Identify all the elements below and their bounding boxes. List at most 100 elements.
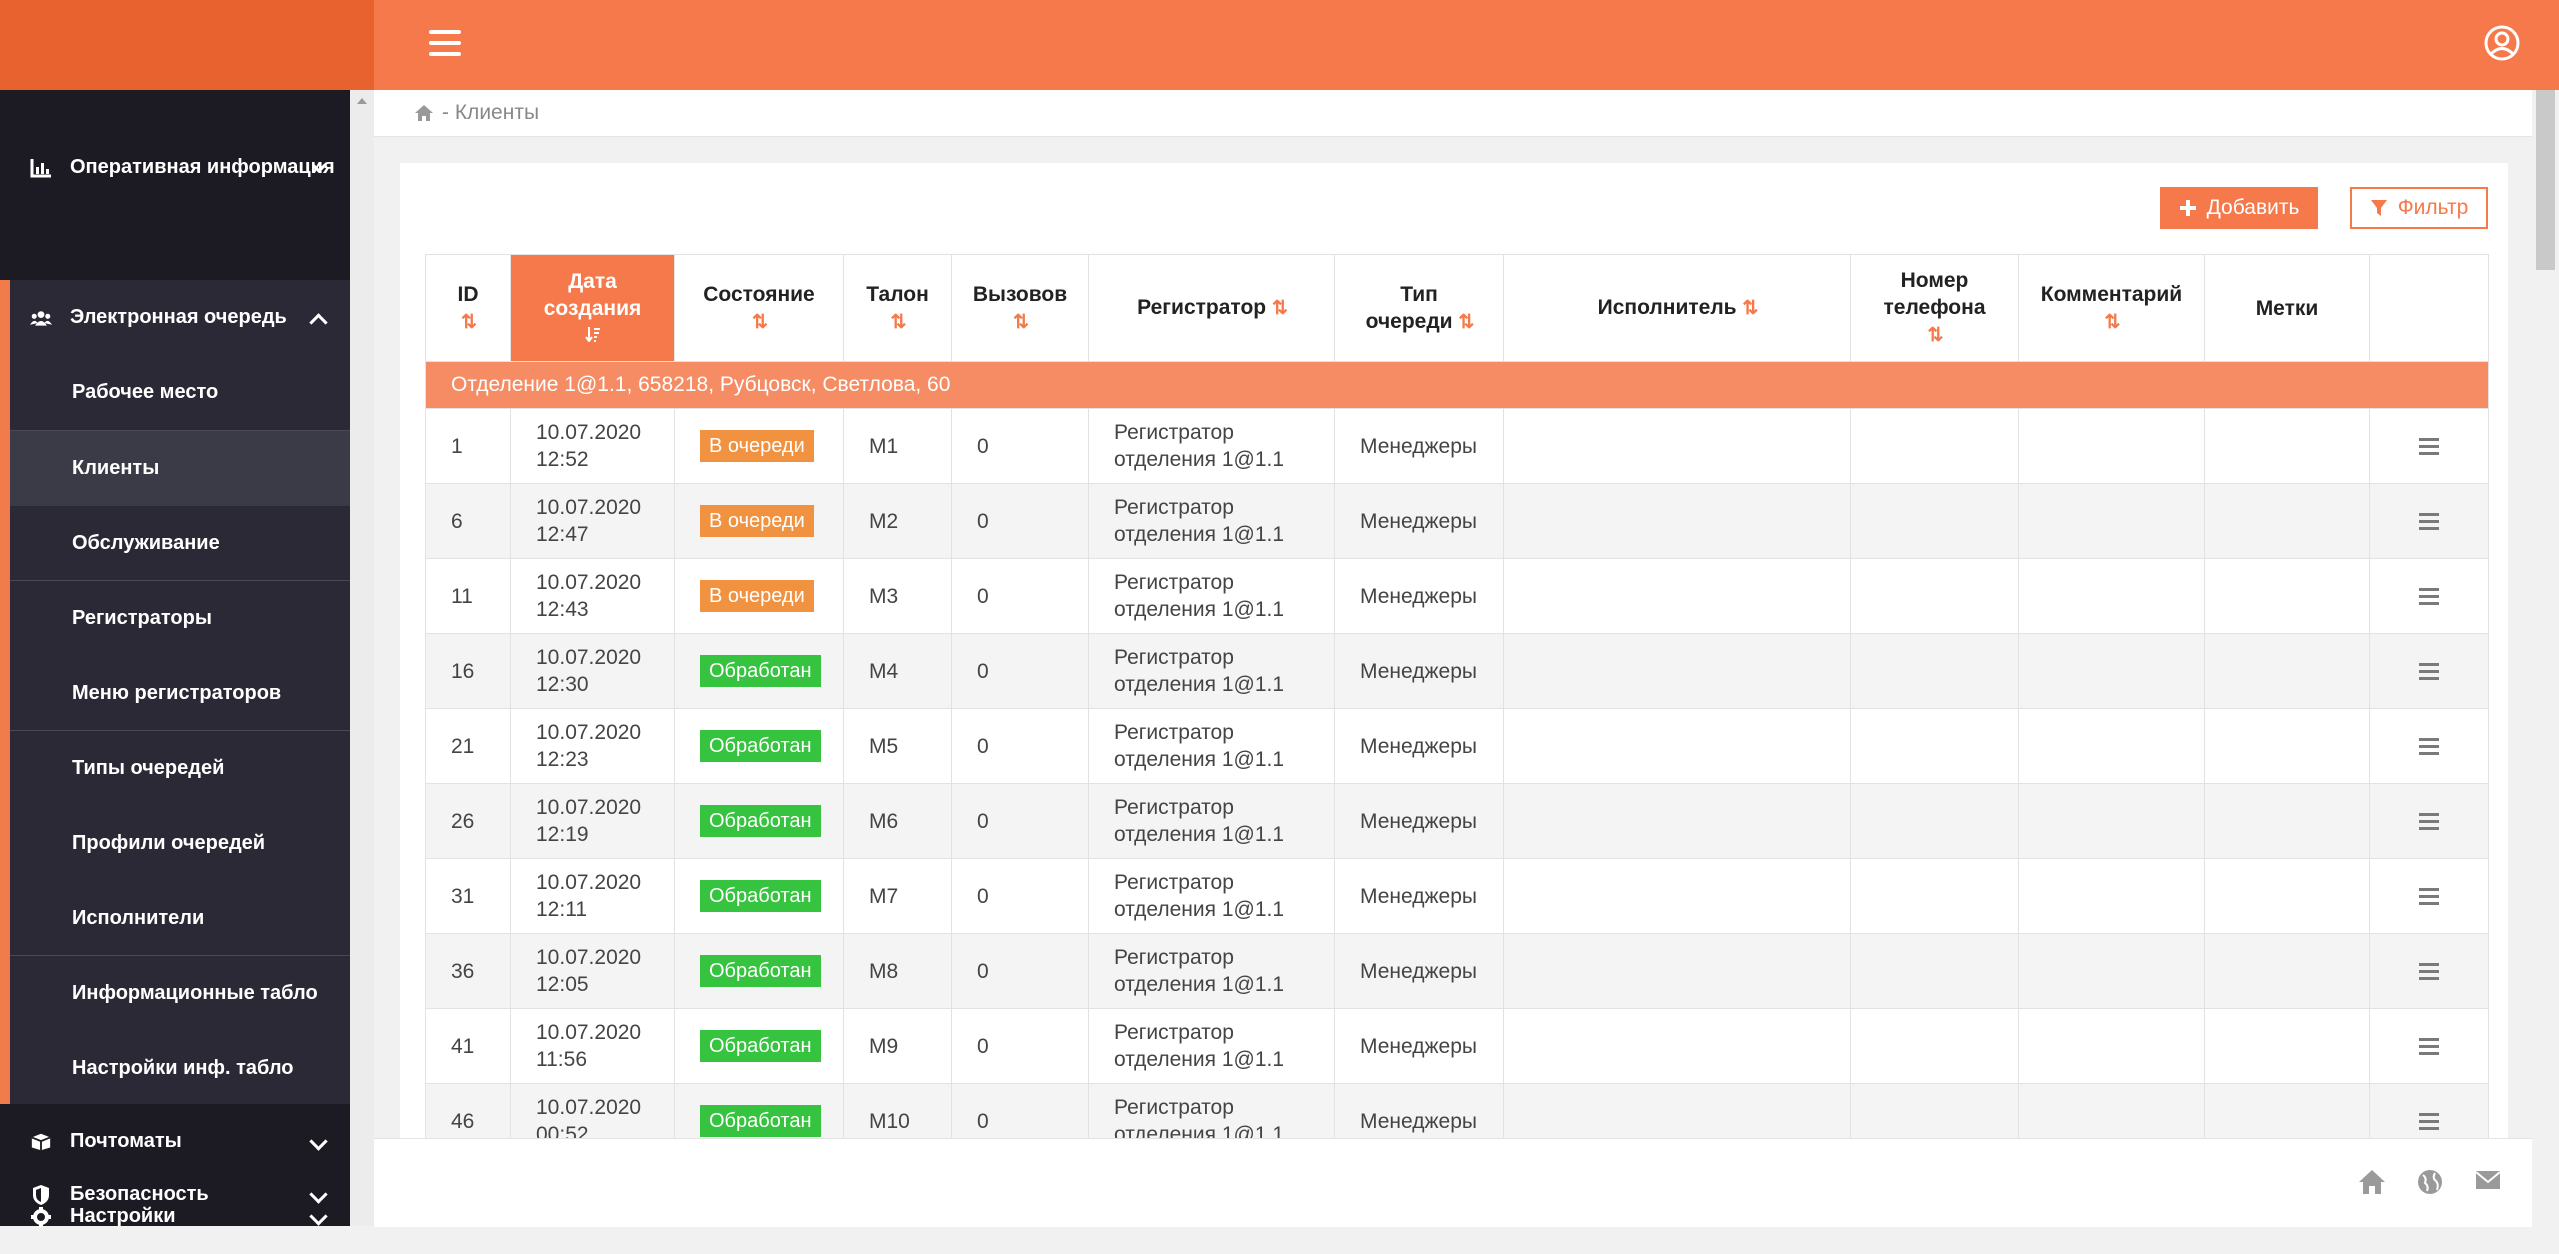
cell-text: 10.07.2020 bbox=[536, 496, 642, 519]
status-badge: Обработан bbox=[700, 880, 821, 912]
table-row[interactable]: 31 10.07.2020 12:11 Обработан М7 0 Регистратор… bbox=[425, 858, 2489, 934]
cell-id: 1 bbox=[425, 408, 511, 484]
divider bbox=[10, 955, 350, 956]
col-header-executor[interactable]: Исполнитель ⇅ bbox=[1503, 254, 1851, 362]
row-menu-icon[interactable] bbox=[2419, 512, 2439, 530]
cell-id: 31 bbox=[425, 858, 511, 934]
cell-actions bbox=[2369, 483, 2489, 559]
footer bbox=[374, 1138, 2532, 1227]
mail-icon[interactable] bbox=[2475, 1169, 2503, 1197]
cell-text: 31 bbox=[451, 884, 475, 908]
globe-icon[interactable] bbox=[2417, 1169, 2445, 1197]
cell-text: Менеджеры bbox=[1360, 1034, 1477, 1058]
sidebar-subitem-clients[interactable]: Клиенты bbox=[10, 431, 350, 506]
row-menu-icon[interactable] bbox=[2419, 587, 2439, 605]
cell-registrar: Регистратор отделения 1@1.1 bbox=[1088, 708, 1335, 784]
col-header-id[interactable]: ID ⇅ bbox=[425, 254, 511, 362]
header-label: Состояние bbox=[703, 282, 815, 306]
table-row[interactable]: 26 10.07.2020 12:19 Обработан М6 0 Регистратор… bbox=[425, 783, 2489, 859]
sidebar-subitem-queue-types[interactable]: Типы очередей bbox=[10, 731, 350, 806]
row-menu-icon[interactable] bbox=[2419, 437, 2439, 455]
table-row[interactable]: 11 10.07.2020 12:43 В очереди М3 0 Регистратор… bbox=[425, 558, 2489, 634]
cell-text: 10.07.2020 bbox=[536, 1096, 642, 1119]
content-scrollbar[interactable] bbox=[2532, 90, 2559, 1226]
cell-tags bbox=[2204, 858, 2370, 934]
cell-ticket: М7 bbox=[843, 858, 952, 934]
user-account-icon[interactable] bbox=[2483, 24, 2521, 62]
table-row[interactable]: 36 10.07.2020 12:05 Обработан М8 0 Регистратор… bbox=[425, 933, 2489, 1009]
cell-created: 10.07.2020 12:52 bbox=[510, 408, 675, 484]
sidebar-subitem-workplace[interactable]: Рабочее место bbox=[10, 355, 350, 430]
cell-text: 10.07.2020 bbox=[536, 946, 642, 969]
sort-icon: ⇅ bbox=[1742, 298, 1758, 319]
row-menu-icon[interactable] bbox=[2419, 1112, 2439, 1130]
sidebar-subitem-info-boards[interactable]: Информационные табло bbox=[10, 956, 350, 1031]
col-header-registrar[interactable]: Регистратор ⇅ bbox=[1088, 254, 1335, 362]
cell-queue-type: Менеджеры bbox=[1334, 933, 1504, 1009]
table-row[interactable]: 21 10.07.2020 12:23 Обработан М5 0 Регистратор… bbox=[425, 708, 2489, 784]
sidebar-item-postomats[interactable]: Почтоматы bbox=[0, 1104, 350, 1179]
row-menu-icon[interactable] bbox=[2419, 887, 2439, 905]
sidebar-group-queue: Электронная очередь Рабочее место Клиент… bbox=[0, 280, 350, 1104]
filter-button[interactable]: Фильтр bbox=[2350, 187, 2488, 229]
sidebar-subitem-service[interactable]: Обслуживание bbox=[10, 506, 350, 581]
table-row[interactable]: 6 10.07.2020 12:47 В очереди М2 0 Регистратор о… bbox=[425, 483, 2489, 559]
cell-state: Обработан bbox=[674, 1008, 844, 1084]
cell-executor bbox=[1503, 1008, 1851, 1084]
hamburger-line bbox=[429, 52, 461, 56]
cell-tags bbox=[2204, 933, 2370, 1009]
row-menu-icon[interactable] bbox=[2419, 1037, 2439, 1055]
sort-desc-icon bbox=[584, 324, 601, 347]
cell-text: 26 bbox=[451, 809, 475, 833]
cell-actions bbox=[2369, 933, 2489, 1009]
breadcrumb-current: - Клиенты bbox=[442, 101, 540, 124]
sidebar-item-electronic-queue[interactable]: Электронная очередь bbox=[0, 280, 350, 355]
col-header-comment[interactable]: Комментарий ⇅ bbox=[2018, 254, 2205, 362]
table-row[interactable]: 16 10.07.2020 12:30 Обработан М4 0 Регистратор… bbox=[425, 633, 2489, 709]
breadcrumb: - Клиенты bbox=[374, 90, 2532, 137]
cell-text: 10.07.2020 bbox=[536, 1021, 642, 1044]
row-menu-icon[interactable] bbox=[2419, 962, 2439, 980]
sidebar-subitem-registrar-menu[interactable]: Меню регистраторов bbox=[10, 656, 350, 731]
table-row[interactable]: 1 10.07.2020 12:52 В очереди М1 0 Регистратор о… bbox=[425, 408, 2489, 484]
home-icon[interactable] bbox=[414, 104, 434, 122]
header-label: создания bbox=[543, 296, 642, 320]
cell-text: 12:30 bbox=[536, 673, 589, 696]
row-menu-icon[interactable] bbox=[2419, 812, 2439, 830]
col-header-calls[interactable]: Вызовов ⇅ bbox=[951, 254, 1089, 362]
scroll-up-arrow[interactable] bbox=[357, 98, 367, 104]
col-header-queue-type[interactable]: Тип очереди ⇅ bbox=[1334, 254, 1504, 362]
sidebar-subitem-board-settings[interactable]: Настройки инф. табло bbox=[10, 1031, 350, 1106]
cell-text: М6 bbox=[869, 809, 899, 833]
sidebar-subitem-registrars[interactable]: Регистраторы bbox=[10, 581, 350, 656]
cell-id: 41 bbox=[425, 1008, 511, 1084]
row-menu-icon[interactable] bbox=[2419, 662, 2439, 680]
add-button[interactable]: Добавить bbox=[2160, 187, 2318, 229]
col-header-ticket[interactable]: Талон ⇅ bbox=[843, 254, 952, 362]
sidebar-item-operational-info[interactable]: Оперативная информация bbox=[0, 130, 350, 205]
col-header-created[interactable]: Дата создания bbox=[510, 254, 675, 362]
cell-registrar: Регистратор отделения 1@1.1 bbox=[1088, 408, 1335, 484]
cell-id: 46 bbox=[425, 1083, 511, 1138]
sidebar-subitem-label: Клиенты bbox=[72, 457, 160, 479]
col-header-state[interactable]: Состояние ⇅ bbox=[674, 254, 844, 362]
cell-calls: 0 bbox=[951, 483, 1089, 559]
col-header-phone[interactable]: Номер телефона ⇅ bbox=[1850, 254, 2019, 362]
cell-state: Обработан bbox=[674, 858, 844, 934]
header-label: Метки bbox=[2255, 296, 2319, 320]
row-menu-icon[interactable] bbox=[2419, 737, 2439, 755]
scrollbar-thumb[interactable] bbox=[2536, 90, 2555, 270]
cell-queue-type: Менеджеры bbox=[1334, 1008, 1504, 1084]
cell-id: 26 bbox=[425, 783, 511, 859]
table-row[interactable]: 46 10.07.2020 00:52 Обработан М10 0 Регистрато… bbox=[425, 1083, 2489, 1138]
sidebar-subitem-executors[interactable]: Исполнители bbox=[10, 881, 350, 956]
cell-phone bbox=[1850, 933, 2019, 1009]
sidebar-scrollbar[interactable] bbox=[350, 90, 374, 1226]
table-row[interactable]: 41 10.07.2020 11:56 Обработан М9 0 Регистратор… bbox=[425, 1008, 2489, 1084]
home-icon[interactable] bbox=[2358, 1169, 2386, 1197]
sidebar-subitem-queue-profiles[interactable]: Профили очередей bbox=[10, 806, 350, 881]
cell-text: 00:52 bbox=[536, 1123, 589, 1138]
menu-toggle-button[interactable] bbox=[429, 30, 461, 60]
sidebar-item-security[interactable]: Безопасность bbox=[0, 1163, 350, 1226]
cell-text: Регистратор bbox=[1114, 496, 1234, 519]
